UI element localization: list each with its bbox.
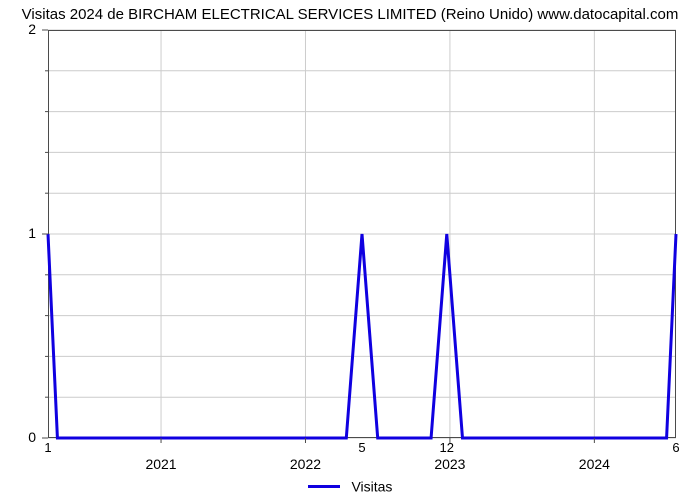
legend-swatch [308, 485, 340, 488]
value-label: 5 [358, 440, 365, 455]
y-tick-label: 1 [0, 225, 36, 241]
value-label: 12 [440, 440, 454, 455]
plot-area [48, 30, 676, 438]
x-tick-label: 2021 [145, 456, 176, 472]
legend-label: Visitas [351, 478, 392, 494]
chart-title: Visitas 2024 de BIRCHAM ELECTRICAL SERVI… [0, 6, 700, 23]
x-tick-label: 2023 [434, 456, 465, 472]
x-tick-label: 2022 [290, 456, 321, 472]
value-label: 6 [672, 440, 679, 455]
chart-container: Visitas 2024 de BIRCHAM ELECTRICAL SERVI… [0, 0, 700, 500]
y-tick-label: 0 [0, 429, 36, 445]
legend: Visitas [0, 477, 700, 494]
y-tick-label: 2 [0, 21, 36, 37]
x-tick-label: 2024 [579, 456, 610, 472]
value-label: 1 [44, 440, 51, 455]
